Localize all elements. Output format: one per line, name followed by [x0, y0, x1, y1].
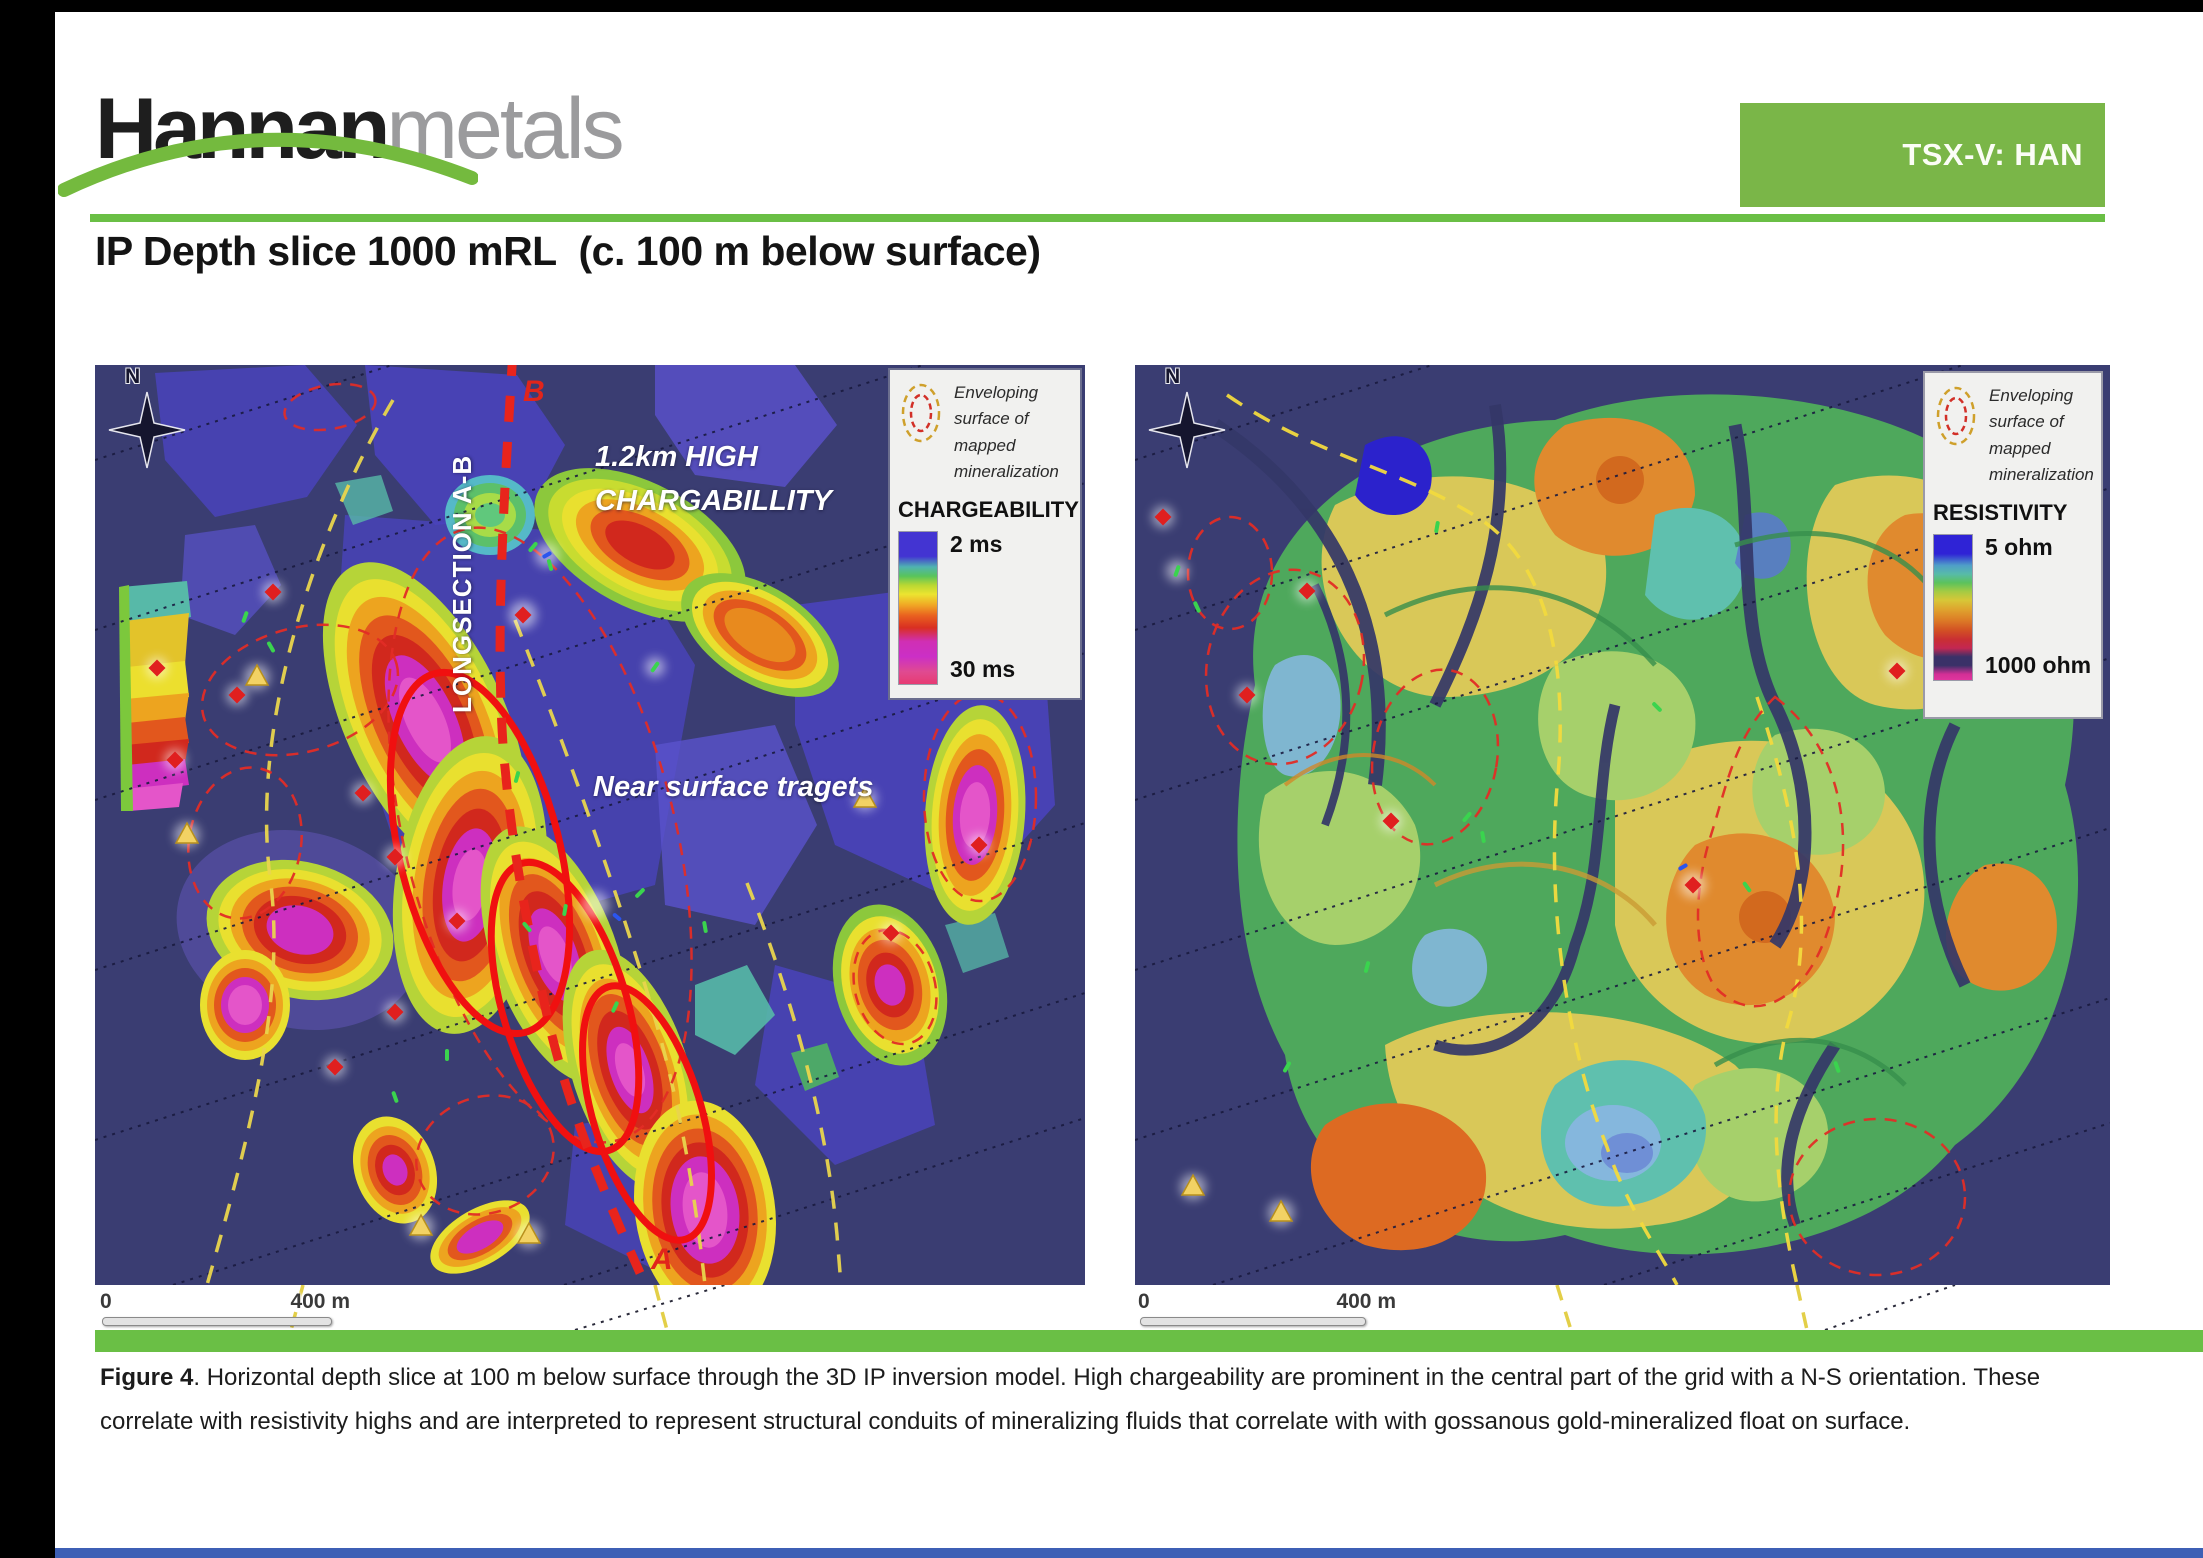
scalebar-zero-label: 0 [1138, 1290, 1150, 1313]
legend-title-chargeability: CHARGEABILITY [898, 497, 1079, 523]
annotation-b-label: B [523, 375, 545, 408]
chargeability-map-canvas [95, 365, 1085, 1285]
left-edge-anomaly [119, 581, 191, 811]
scalebar-max-label: 400 m [1336, 1290, 1396, 1313]
compass-n-label: N [1165, 365, 1181, 388]
yellow-boundary-lines [205, 399, 843, 1285]
ticker-badge: TSX-V: HAN [1740, 103, 2105, 207]
envelope-label: Enveloping surface of mapped mineralizat… [954, 383, 1059, 482]
chargeability-anomalies [200, 468, 1026, 1285]
map-panel-chargeability: N LONGSECTION A-B B A 1.2km HIGH CHARGAB… [95, 365, 1085, 1285]
header-divider [90, 214, 2105, 222]
annotation-longsection: LONGSECTION A-B [447, 454, 477, 713]
bottom-blue-strip [55, 1548, 2203, 1558]
scalebar-zero-label: 0 [100, 1290, 112, 1313]
page-title: IP Depth slice 1000 mRL (c. 100 m below … [95, 228, 1041, 274]
colorbar-resistivity [1933, 534, 1973, 682]
scalebar-right: 0 400 m [1138, 1290, 1396, 1332]
swirl-banding [1283, 531, 1958, 1087]
resistivity-swirl-field [1237, 394, 2079, 1255]
figure-caption: Figure 4. Horizontal depth slice at 100 … [100, 1356, 2110, 1444]
station-markers [1152, 506, 1908, 1226]
colorbar-chargeability [898, 531, 938, 686]
compass-rose-icon [108, 391, 186, 469]
resistivity-map-canvas [1135, 365, 2110, 1285]
resistivity-legend: Enveloping surface of mapped mineralizat… [1923, 371, 2103, 719]
scalebar-left: 0 400 m [100, 1290, 350, 1332]
envelope-icon [901, 383, 941, 443]
colorbar-max-label: 5 ohm [1985, 534, 2053, 561]
envelope-icon [1936, 386, 1976, 446]
right-map-margin-lines [1555, 1285, 1956, 1330]
envelope-label: Enveloping surface of mapped mineralizat… [1989, 386, 2094, 485]
yellow-boundary-lines [1226, 393, 2050, 1285]
annotation-a-label: A [651, 1243, 673, 1276]
logo-text-primary: Hannan [95, 81, 390, 177]
longsection-line [495, 365, 645, 1275]
colorbar-min-label: 30 ms [950, 656, 1016, 683]
hannan-logo: Hannanmetals [95, 80, 625, 190]
compass-rose-icon [1148, 391, 1226, 469]
ticker-label: TSX-V: HAN [1902, 137, 2083, 172]
annotation-near-surface-targets: Near surface tragets [593, 771, 874, 803]
annotation-high-chargeability-line1: 1.2km HIGH [595, 441, 758, 473]
scalebar-bar [1140, 1317, 1366, 1326]
legend-title-resistivity: RESISTIVITY [1933, 500, 2068, 526]
scalebar-bar [102, 1317, 332, 1326]
caption-figure-label: Figure 4 [100, 1364, 194, 1391]
compass-n-label: N [125, 365, 141, 388]
logo-text-secondary: metals [386, 81, 624, 177]
bottom-green-bar [95, 1330, 2203, 1352]
mineralization-envelopes [187, 382, 1038, 1216]
station-markers [146, 541, 990, 1248]
annotation-high-chargeability-line2: CHARGABILLITY [595, 485, 832, 517]
map-panel-resistivity: N Enveloping surface of mapped mineraliz… [1135, 365, 2110, 1285]
left-black-bar [0, 0, 55, 1558]
chargeability-legend: Enveloping surface of mapped mineralizat… [888, 368, 1082, 700]
caption-text-line2: correlate with resistivity highs and are… [100, 1408, 1911, 1435]
caption-text-line1: . Horizontal depth slice at 100 m below … [193, 1364, 2041, 1391]
top-black-bar [0, 0, 2203, 12]
survey-grid-lines [95, 365, 1085, 1285]
scalebar-max-label: 400 m [290, 1290, 350, 1313]
colorbar-max-label: 2 ms [950, 531, 1003, 558]
survey-grid-lines [1135, 365, 2110, 1285]
colorbar-min-label: 1000 ohm [1985, 652, 2092, 679]
